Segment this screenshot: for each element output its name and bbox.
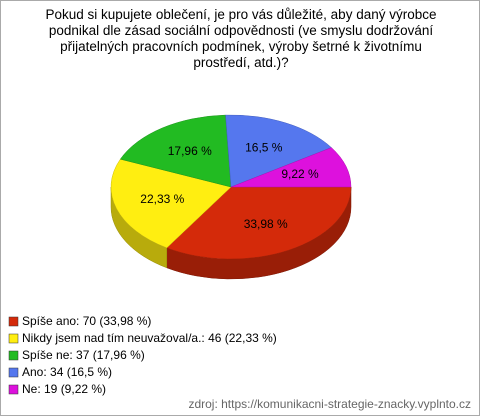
data-label: 22,33 % — [140, 192, 184, 206]
data-label: 33,98 % — [244, 217, 288, 231]
legend-swatch — [8, 316, 19, 327]
slice — [110, 158, 232, 249]
legend-label: Ne: 19 (9,22 %) — [22, 382, 106, 396]
legend-swatch — [8, 350, 19, 361]
legend-swatch — [8, 384, 19, 395]
legend-label: Nikdy jsem nad tím neuvažoval/a.: 46 (22… — [22, 331, 277, 345]
legend-swatch — [8, 333, 19, 344]
slice — [119, 114, 232, 188]
legend-label: Spíše ano: 70 (33,98 %) — [22, 314, 151, 328]
data-label: 16,5 % — [245, 141, 283, 155]
legend-label: Spíše ne: 37 (17,96 %) — [22, 348, 145, 362]
legend-swatch — [8, 367, 19, 378]
slice — [166, 186, 352, 260]
slice — [230, 147, 352, 188]
chart-title: Pokud si kupujete oblečení, je pro vás d… — [45, 7, 437, 70]
data-label: 9,22 % — [281, 167, 319, 181]
data-label: 17,96 % — [168, 144, 212, 158]
source: zdroj: https://komunikacni-strategie-zna… — [188, 397, 471, 411]
legend-label: Ano: 34 (16,5 %) — [22, 365, 112, 379]
slice — [225, 114, 332, 188]
